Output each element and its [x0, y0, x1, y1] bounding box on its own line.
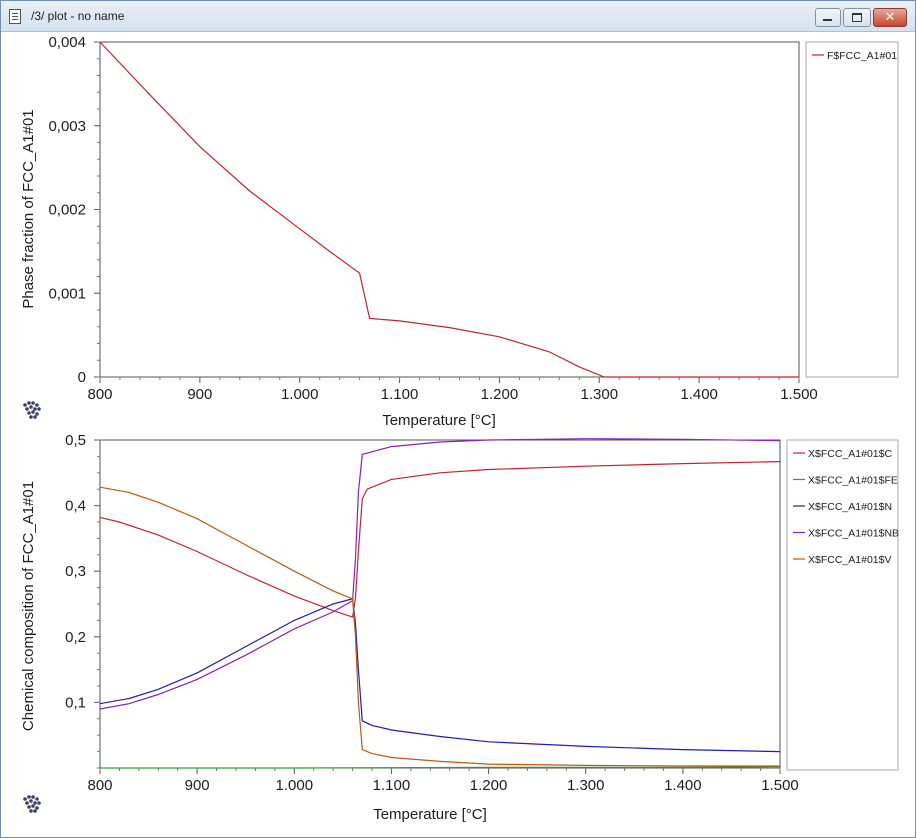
logo-dot [33, 407, 37, 411]
y-tick-label: 0,001 [48, 285, 86, 302]
logo-dot [29, 809, 33, 813]
logo-dot [29, 405, 33, 409]
close-icon: ✕ [884, 10, 896, 25]
logo-dot [35, 412, 39, 416]
x-tick-label: 900 [187, 386, 212, 403]
chemical-composition-chart: 800 900 1.000 1.100 1.200 1.300 1.400 1.500 0,1 0… [20, 432, 899, 823]
document-icon [9, 9, 21, 24]
logo-dot [35, 806, 39, 810]
y-tick-label: 0,2 [65, 629, 86, 646]
y-tick-label: 0,004 [48, 34, 86, 51]
legend-box [805, 41, 899, 378]
logo-dot [37, 407, 41, 411]
x-tick-label: 1.500 [780, 386, 818, 403]
legend-entry[interactable]: F$FCC_A1#01 [827, 50, 897, 62]
legend-entry[interactable]: X$FCC_A1#01$N [808, 501, 892, 513]
series-line [100, 766, 781, 769]
legend-entry[interactable]: X$FCC_A1#01$V [808, 554, 891, 566]
plot-area [99, 439, 781, 769]
x-tick-label: 900 [185, 777, 210, 794]
logo-dot [31, 795, 35, 799]
logo-dot [35, 797, 39, 801]
phase-fraction-chart: 800 900 1.000 1.100 1.200 1.300 1.400 1.500 0 0,0… [20, 34, 899, 429]
x-tick-label: 1.000 [281, 386, 319, 403]
logo-dot [33, 801, 37, 805]
logo-dot [27, 401, 31, 405]
x-tick-label: 1.300 [581, 386, 619, 403]
plot-canvas: 800 900 1.000 1.100 1.200 1.300 1.400 1.500 0 0,0… [20, 34, 899, 823]
logo-dot [33, 809, 37, 813]
logo-dot [35, 403, 39, 407]
logo-dot [37, 801, 41, 805]
maximize-button[interactable] [843, 8, 871, 27]
window-title: /3/ plot - no name [31, 9, 125, 23]
series-line [99, 461, 781, 618]
logo-dot [23, 403, 27, 407]
series-line [99, 41, 799, 378]
y-axis-label: Phase fraction of FCC_A1#01 [20, 109, 37, 308]
logo-dot [23, 797, 27, 801]
logo-dot [33, 415, 37, 419]
logo-dot [27, 805, 31, 809]
series-line [99, 438, 781, 710]
app-logo-icon[interactable] [23, 795, 41, 813]
logo-dot [31, 401, 35, 405]
x-tick-label: 1.100 [373, 777, 411, 794]
logo-dot [29, 799, 33, 803]
y-axis-label: Chemical composition of FCC_A1#01 [20, 481, 37, 731]
y-tick-label: 0,003 [48, 118, 86, 135]
series-line [99, 598, 781, 753]
x-tick-label: 1.100 [381, 386, 419, 403]
y-tick-label: 0,5 [65, 432, 86, 449]
logo-dot [31, 410, 35, 414]
x-tick-label: 1.400 [680, 386, 718, 403]
y-tick-label: 0,1 [65, 694, 86, 711]
logo-dot [27, 795, 31, 799]
x-tick-label: 1.300 [567, 777, 605, 794]
legend-entry[interactable]: X$FCC_A1#01$C [808, 448, 892, 460]
y-tick-label: 0,002 [48, 202, 86, 219]
title-bar[interactable]: /3/ plot - no name ✕ [1, 1, 915, 32]
x-tick-label: 1.200 [481, 386, 519, 403]
legend-box [786, 439, 899, 771]
logo-dot [29, 415, 33, 419]
logo-dot [31, 804, 35, 808]
x-tick-label: 800 [87, 777, 112, 794]
x-axis-label: Temperature [°C] [373, 806, 487, 823]
x-tick-label: 800 [87, 386, 112, 403]
minimize-button[interactable] [815, 8, 841, 27]
y-tick-label: 0,4 [65, 498, 86, 515]
series-line [99, 486, 780, 767]
close-button[interactable]: ✕ [873, 8, 907, 27]
x-tick-label: 1.500 [761, 777, 799, 794]
x-tick-label: 1.000 [276, 777, 314, 794]
x-tick-label: 1.400 [664, 777, 702, 794]
plot-area [99, 41, 800, 378]
y-tick-label: 0 [78, 369, 86, 386]
app-logo-icon[interactable] [23, 401, 41, 419]
legend-entry[interactable]: X$FCC_A1#01$FE [808, 475, 898, 487]
x-tick-label: 1.200 [470, 777, 508, 794]
legend-entry[interactable]: X$FCC_A1#01$NB [808, 528, 899, 540]
x-axis-label: Temperature [°C] [382, 412, 496, 429]
logo-dot [27, 411, 31, 415]
logo-dot [25, 801, 29, 805]
y-tick-label: 0,3 [65, 563, 86, 580]
logo-dot [25, 407, 29, 411]
